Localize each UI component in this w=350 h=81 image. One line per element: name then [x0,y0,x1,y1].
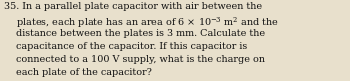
Text: each plate of the capacitor?: each plate of the capacitor? [4,68,152,77]
Text: distance between the plates is 3 mm. Calculate the: distance between the plates is 3 mm. Cal… [4,29,265,38]
Text: plates, each plate has an area of 6 $\times$ 10$^{-3}$ m$^{2}$ and the: plates, each plate has an area of 6 $\ti… [4,16,279,30]
Text: 35. In a parallel plate capacitor with air between the: 35. In a parallel plate capacitor with a… [4,2,262,11]
Text: connected to a 100 V supply, what is the charge on: connected to a 100 V supply, what is the… [4,55,265,64]
Text: capacitance of the capacitor. If this capacitor is: capacitance of the capacitor. If this ca… [4,42,247,51]
